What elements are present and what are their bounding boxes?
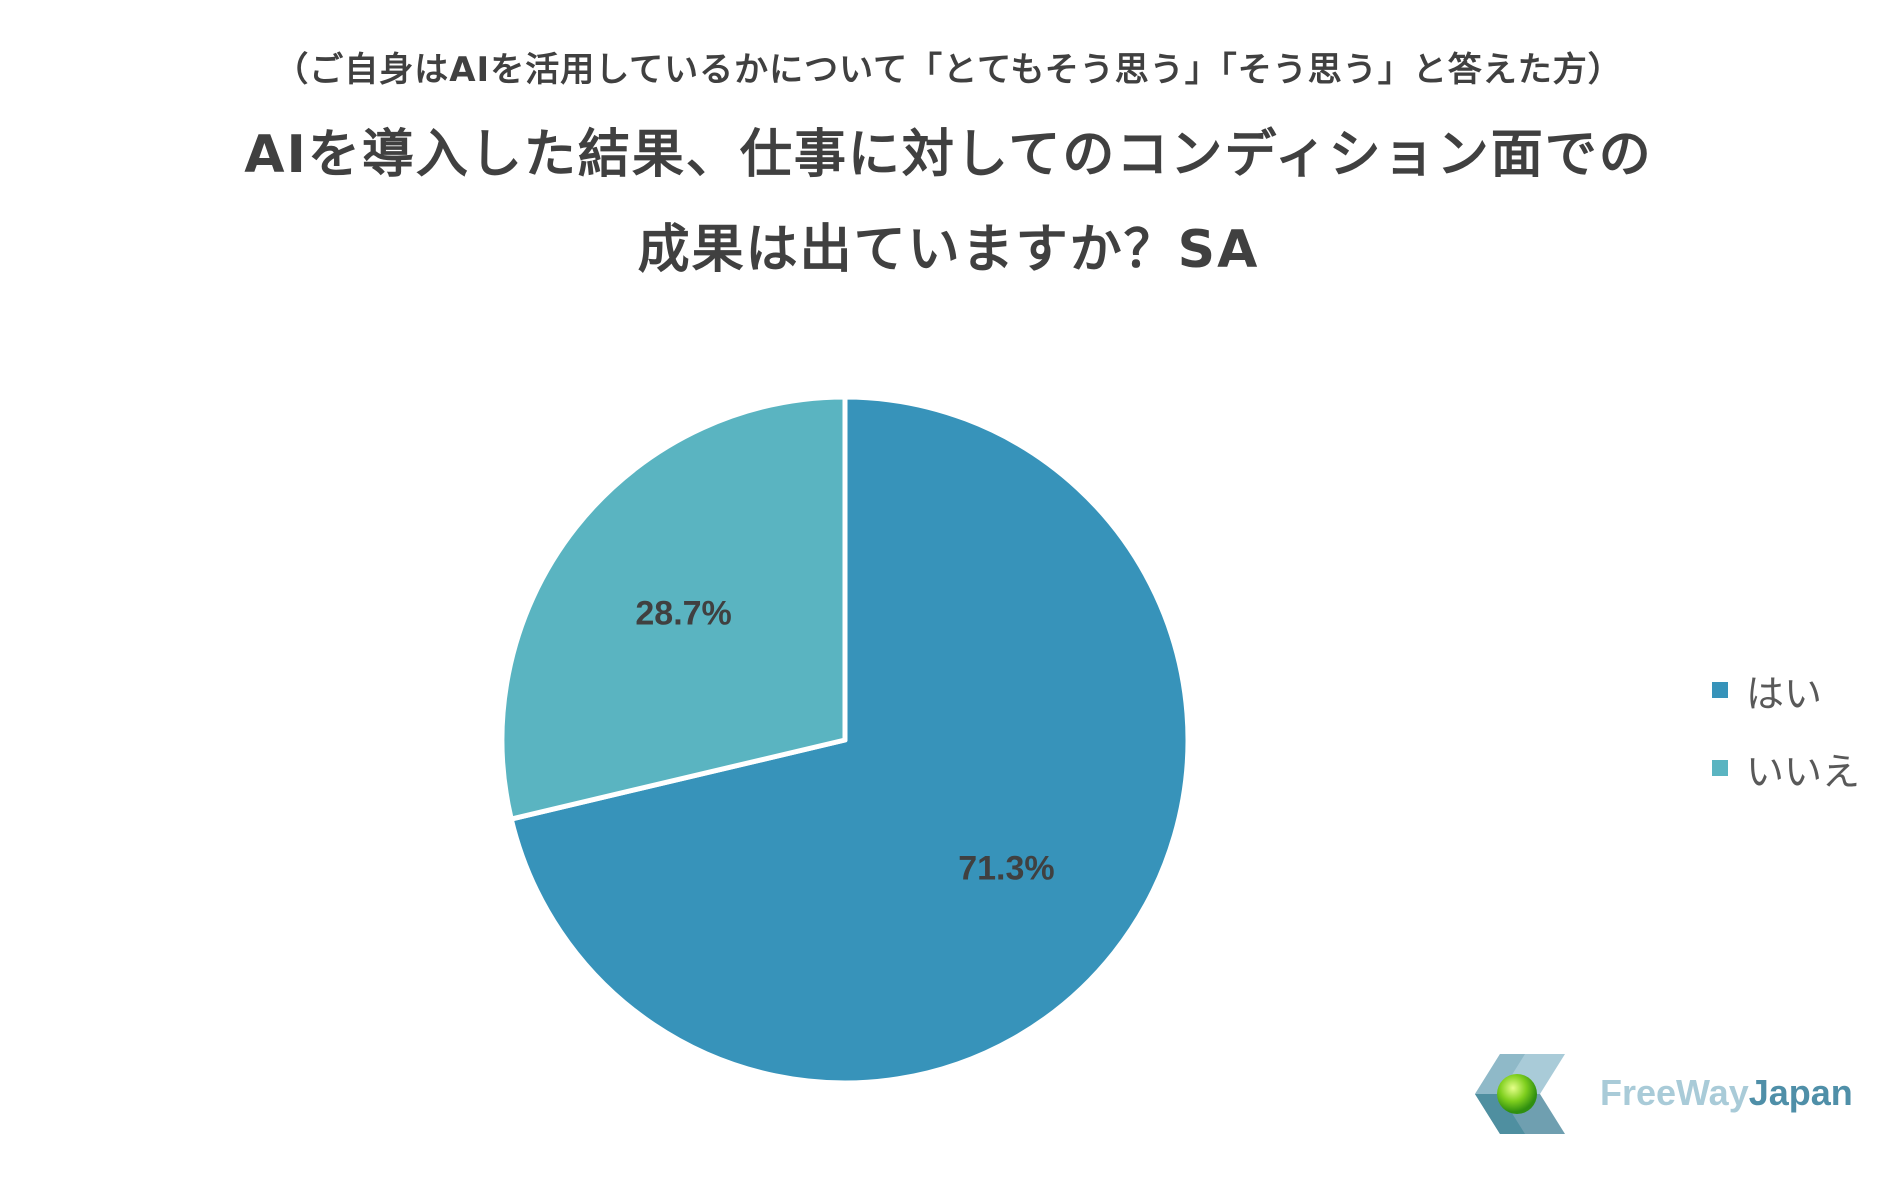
chart-title-line-2: 成果は出ていますか？SA bbox=[637, 220, 1260, 280]
legend-swatch-yes bbox=[1712, 682, 1728, 698]
legend-label-yes: はい bbox=[1746, 671, 1823, 716]
chart-title: AIを導入した結果、仕事に対してのコンディション面での 成果は出ていますか？SA bbox=[0, 108, 1897, 298]
legend-item-yes: はい bbox=[1712, 668, 1860, 716]
legend-label-no: いいえ bbox=[1746, 749, 1861, 794]
logo-text-japan: Japan bbox=[1748, 1072, 1853, 1113]
legend-item-no: いいえ bbox=[1712, 746, 1860, 794]
chart-subtitle: （ご自身はAIを活用しているかについて「とてもそう思う」「そう思う」と答えた方） bbox=[274, 50, 1623, 90]
legend-swatch-no bbox=[1712, 760, 1728, 776]
logo-text: FreeWayJapan bbox=[1600, 1072, 1853, 1114]
pie-slice-no bbox=[499, 394, 848, 822]
chart-legend: はい いいえ bbox=[1712, 668, 1860, 824]
freewayjapan-logo: FreeWayJapan bbox=[1455, 1044, 1855, 1144]
pie-label-yes: 71.3% bbox=[958, 850, 1054, 888]
logo-mark-icon bbox=[1475, 1054, 1565, 1134]
logo-text-freeway: FreeWay bbox=[1600, 1072, 1749, 1113]
pie-slice-yes bbox=[508, 394, 1191, 1086]
chart-title-line-1: AIを導入した結果、仕事に対してのコンディション面での bbox=[244, 125, 1653, 185]
pie-label-no: 28.7% bbox=[635, 594, 731, 632]
